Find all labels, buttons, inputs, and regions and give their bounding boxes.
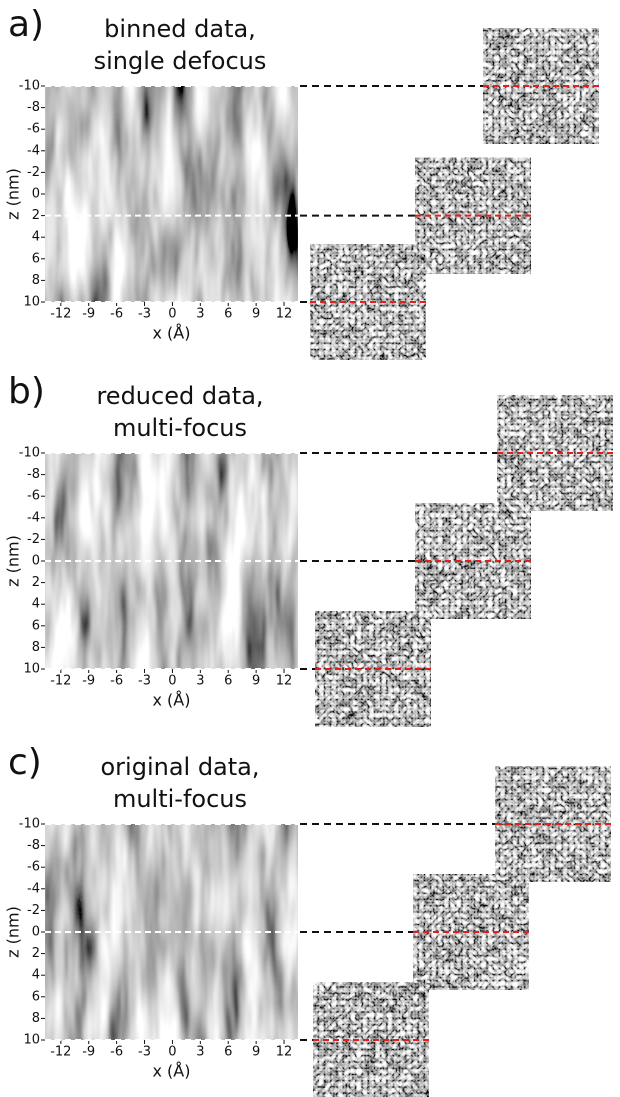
y-tick-label: 4: [32, 597, 40, 612]
x-tick-label: -3: [138, 1045, 151, 1060]
slice-inset: [483, 28, 599, 144]
x-tick-label: 0: [168, 307, 176, 322]
y-tick-label: -8: [27, 838, 40, 853]
y-tick-label: -2: [27, 903, 40, 918]
y-tick-label: -10: [19, 817, 40, 832]
y-tick-label: -8: [27, 467, 40, 482]
density-map: [45, 86, 298, 302]
y-tick-label: -10: [19, 446, 40, 461]
y-tick-label: 2: [32, 208, 40, 223]
y-tick-label: 8: [32, 1011, 40, 1026]
panel-title: reduced data,: [96, 382, 263, 410]
y-tick-label: 10: [23, 1033, 40, 1048]
y-tick-label: -10: [19, 79, 40, 94]
y-tick-label: 8: [32, 640, 40, 655]
y-tick-label: 8: [32, 273, 40, 288]
x-tick-label: 6: [224, 307, 232, 322]
x-tick-label: 3: [196, 307, 204, 322]
x-tick-label: 3: [196, 674, 204, 689]
y-tick-label: -4: [27, 881, 40, 896]
x-axis-label: x (Å): [153, 1062, 191, 1081]
y-tick-label: 10: [23, 295, 40, 310]
panel-label: b): [8, 371, 45, 412]
x-tick-label: -6: [110, 307, 123, 322]
panel-title: original data,: [100, 753, 259, 781]
x-tick-label: -9: [82, 307, 95, 322]
y-tick-label: 4: [32, 230, 40, 245]
y-tick-label: 6: [32, 618, 40, 633]
x-tick-label: -6: [110, 674, 123, 689]
x-tick-label: 9: [252, 1045, 260, 1060]
x-tick-label: 12: [276, 1045, 293, 1060]
y-axis-label: z (nm): [4, 906, 23, 958]
y-tick-label: 0: [32, 187, 40, 202]
figure: a) binned data, single defocus -10 -8 -6 -4 -2 0…: [0, 0, 620, 1097]
slice-inset: [313, 982, 429, 1097]
x-tick-label: 6: [224, 1045, 232, 1060]
y-tick-label: -8: [27, 100, 40, 115]
x-tick-label: 12: [276, 674, 293, 689]
x-tick-label: 0: [168, 674, 176, 689]
panel-title: multi-focus: [113, 414, 247, 442]
panel-title: single defocus: [94, 47, 267, 75]
x-tick-label: -6: [110, 1045, 123, 1060]
y-tick-label: -2: [27, 165, 40, 180]
y-tick-label: -4: [27, 510, 40, 525]
x-tick-label: 3: [196, 1045, 204, 1060]
x-axis-label: x (Å): [153, 691, 191, 710]
y-tick-label: 4: [32, 968, 40, 983]
x-tick-label: -3: [138, 307, 151, 322]
panel-title: binned data,: [104, 15, 256, 43]
x-tick-label: 6: [224, 674, 232, 689]
y-tick-label: -6: [27, 860, 40, 875]
x-tick-label: -3: [138, 674, 151, 689]
x-tick-label: 0: [168, 1045, 176, 1060]
x-tick-label: 9: [252, 307, 260, 322]
slice-inset: [415, 503, 531, 619]
y-tick-label: 6: [32, 251, 40, 266]
x-tick-label: -12: [50, 1045, 71, 1060]
slice-inset: [495, 766, 611, 882]
panel-label: a): [8, 4, 44, 45]
y-tick-label: 0: [32, 925, 40, 940]
x-tick-label: 12: [276, 307, 293, 322]
y-tick-label: 10: [23, 662, 40, 677]
y-tick-label: 0: [32, 554, 40, 569]
x-tick-label: -9: [82, 1045, 95, 1060]
slice-inset: [310, 244, 426, 360]
slice-inset: [315, 611, 431, 727]
x-tick-label: -12: [50, 307, 71, 322]
x-tick-label: -12: [50, 674, 71, 689]
y-axis-label: z (nm): [4, 168, 23, 220]
y-tick-label: -6: [27, 122, 40, 137]
y-tick-label: 6: [32, 989, 40, 1004]
y-tick-label: 2: [32, 946, 40, 961]
y-tick-label: -2: [27, 532, 40, 547]
slice-inset: [497, 395, 613, 511]
y-tick-label: -6: [27, 489, 40, 504]
slice-inset: [415, 158, 531, 274]
panel-label: c): [8, 742, 42, 783]
y-tick-label: -4: [27, 143, 40, 158]
y-axis-label: z (nm): [4, 535, 23, 587]
x-axis-label: x (Å): [153, 324, 191, 343]
y-tick-label: 2: [32, 575, 40, 590]
x-tick-label: -9: [82, 674, 95, 689]
panel-title: multi-focus: [113, 785, 247, 813]
slice-inset: [413, 874, 529, 990]
x-tick-label: 9: [252, 674, 260, 689]
